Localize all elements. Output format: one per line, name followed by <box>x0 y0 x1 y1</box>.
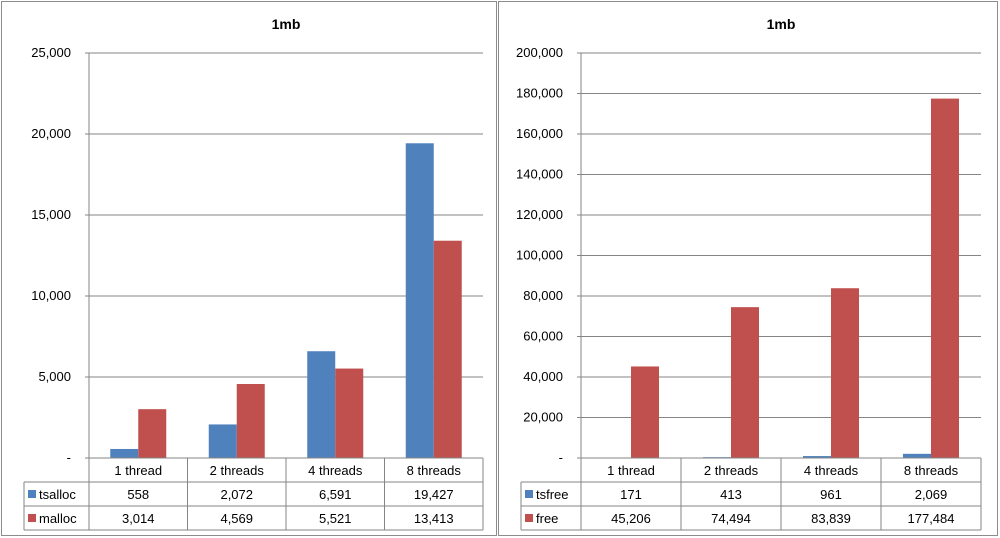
y-tick-label: - <box>67 450 71 465</box>
bar-malloc-1 <box>236 383 265 458</box>
y-tick-label: 120,000 <box>516 207 563 222</box>
legend-label-tsalloc: tsalloc <box>39 487 76 502</box>
y-tick-label: 160,000 <box>516 126 563 141</box>
bar-tsalloc-2 <box>307 351 336 458</box>
data-value-malloc: 3,014 <box>122 511 155 526</box>
chart-panel-left: 1mb - 5,000 10,000 15,000 20,000 25,000 1 threa… <box>1 1 497 536</box>
bar-malloc-0 <box>138 409 167 458</box>
bars <box>603 98 959 458</box>
chart-title: 1mb <box>767 16 796 32</box>
legend-label-malloc: malloc <box>39 511 77 526</box>
category-label: 2 threads <box>704 463 759 478</box>
bar-tsfree-3 <box>903 453 931 458</box>
category-label: 1 thread <box>114 463 162 478</box>
data-table: 1 thread 2 threads 4 threads 8 threads tsall… <box>23 457 484 531</box>
y-tick-label: - <box>559 450 563 465</box>
legend-key-free <box>525 514 533 522</box>
y-tick-label: 25,000 <box>31 45 71 60</box>
category-label: 1 thread <box>607 463 655 478</box>
data-value-free: 74,494 <box>711 511 751 526</box>
y-tick-label: 40,000 <box>523 369 563 384</box>
data-value-tsfree: 171 <box>620 487 642 502</box>
bar-free-1 <box>731 307 759 458</box>
bar-free-2 <box>831 288 859 458</box>
y-tick-label: 140,000 <box>516 167 563 182</box>
chart-title: 1mb <box>272 16 301 32</box>
chart-panel-right: 1mb - 20,000 40,000 60,000 80,000 100,000 120,0… <box>498 1 998 536</box>
data-value-malloc: 4,569 <box>220 511 253 526</box>
category-label: 8 threads <box>904 463 959 478</box>
data-value-malloc: 5,521 <box>319 511 352 526</box>
bar-tsalloc-3 <box>405 143 434 458</box>
data-value-tsalloc: 19,427 <box>414 487 454 502</box>
data-value-tsalloc: 558 <box>127 487 149 502</box>
y-tick-label: 80,000 <box>523 288 563 303</box>
data-value-tsfree: 413 <box>720 487 742 502</box>
category-label: 4 threads <box>804 463 859 478</box>
y-tick-label: 200,000 <box>516 45 563 60</box>
chart-right-svg: 1mb - 20,000 40,000 60,000 80,000 100,000 120,0… <box>516 16 982 531</box>
data-value-free: 45,206 <box>611 511 651 526</box>
y-tick-label: 10,000 <box>31 288 71 303</box>
data-value-tsalloc: 6,591 <box>319 487 352 502</box>
bars <box>110 143 462 458</box>
data-value-tsfree: 961 <box>820 487 842 502</box>
y-tick-label: 5,000 <box>38 369 71 384</box>
category-label: 2 threads <box>210 463 265 478</box>
category-label: 8 threads <box>407 463 462 478</box>
legend-key-tsfree <box>525 490 533 498</box>
legend-label-free: free <box>536 511 558 526</box>
y-tick-label: 20,000 <box>31 126 71 141</box>
y-tick-label: 60,000 <box>523 329 563 344</box>
data-value-malloc: 13,413 <box>414 511 454 526</box>
chart-left-svg: 1mb - 5,000 10,000 15,000 20,000 25,000 1 threa… <box>23 16 484 531</box>
data-value-free: 83,839 <box>811 511 851 526</box>
y-tick-label: 15,000 <box>31 207 71 222</box>
category-label: 4 threads <box>308 463 363 478</box>
data-value-free: 177,484 <box>908 511 955 526</box>
data-value-tsfree: 2,069 <box>915 487 948 502</box>
y-tick-label: 20,000 <box>523 410 563 425</box>
y-axis-tick-labels: - 20,000 40,000 60,000 80,000 100,000 120,000 1… <box>516 45 563 465</box>
legend-label-tsfree: tsfree <box>536 487 569 502</box>
bar-free-3 <box>931 98 959 458</box>
y-axis-tick-labels: - 5,000 10,000 15,000 20,000 25,000 <box>31 45 71 465</box>
bar-malloc-2 <box>335 368 364 458</box>
bar-tsfree-2 <box>803 456 831 458</box>
bar-tsalloc-1 <box>208 424 237 458</box>
legend-key-tsalloc <box>28 490 36 498</box>
bar-tsalloc-0 <box>110 448 139 458</box>
data-table: 1 thread 2 threads 4 threads 8 threads tsfre… <box>520 457 982 531</box>
bar-free-0 <box>631 366 659 458</box>
legend-key-malloc <box>28 514 36 522</box>
y-tick-label: 100,000 <box>516 248 563 263</box>
data-value-tsalloc: 2,072 <box>220 487 253 502</box>
bar-malloc-3 <box>433 240 462 458</box>
y-tick-label: 180,000 <box>516 86 563 101</box>
